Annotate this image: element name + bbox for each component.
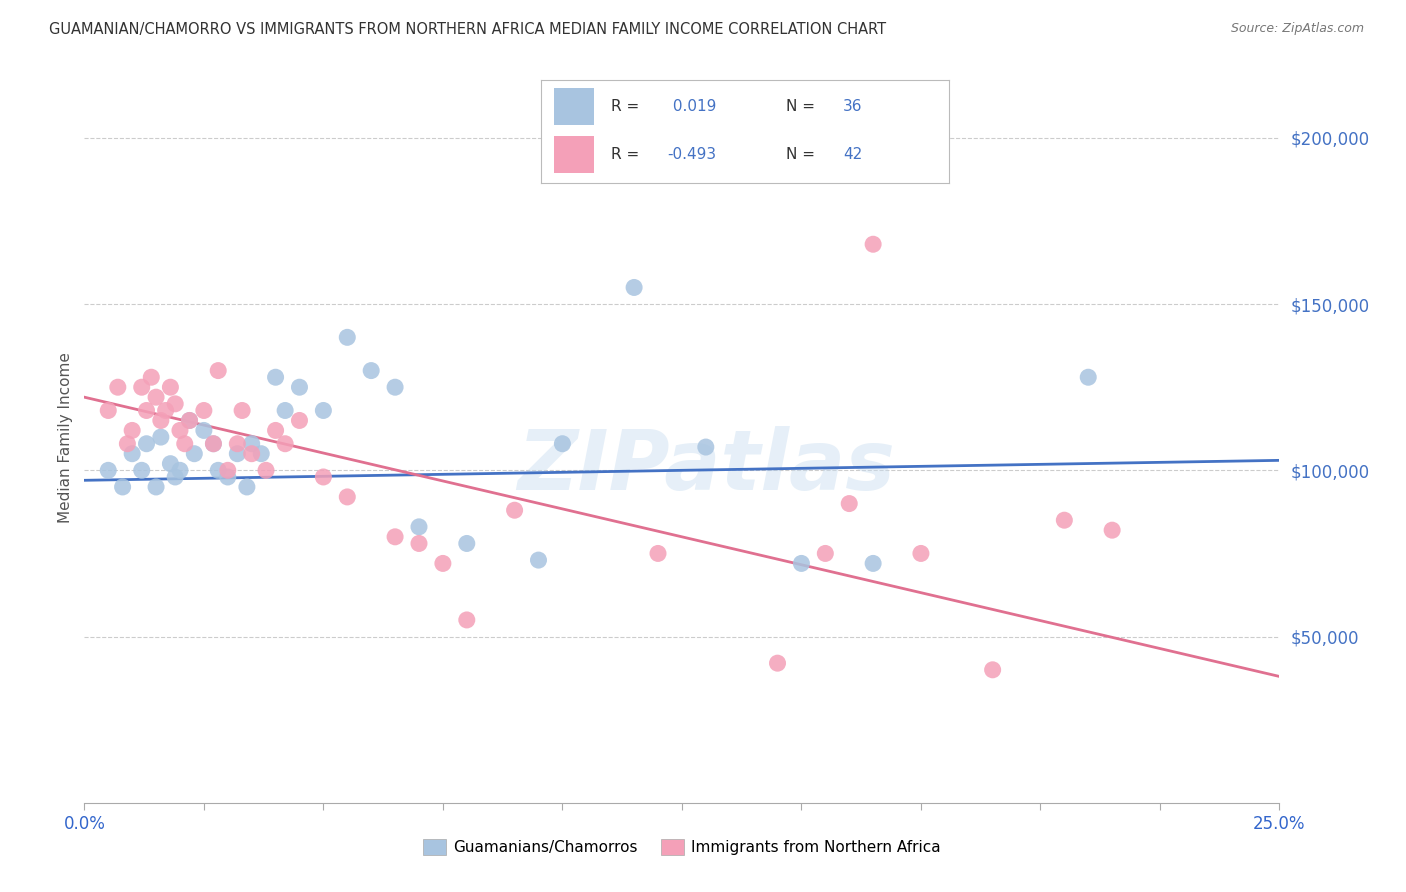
Point (288, 413, 311, 427)
Text: ZIPatlas: ZIPatlas (517, 425, 894, 507)
Point (135, 403, 157, 417)
Text: N =: N = (786, 99, 815, 114)
Point (155, 403, 177, 417)
Point (149, 413, 172, 427)
Point (336, 330, 359, 344)
Point (862, 237, 884, 252)
Text: 36: 36 (844, 99, 862, 114)
Point (790, 557, 813, 571)
Legend: Guamanians/Chamorros, Immigrants from Northern Africa: Guamanians/Chamorros, Immigrants from No… (416, 833, 948, 861)
Bar (554, 136, 595, 173)
Point (838, 497, 860, 511)
Text: Source: ZipAtlas.com: Source: ZipAtlas.com (1230, 22, 1364, 36)
Point (236, 480, 259, 494)
Point (149, 430, 172, 444)
Point (179, 413, 201, 427)
Point (159, 380, 181, 394)
Point (169, 424, 191, 438)
Point (551, 436, 574, 450)
Point (131, 463, 153, 477)
Text: -0.493: -0.493 (668, 146, 717, 161)
Point (165, 470, 187, 484)
Point (111, 480, 134, 494)
Point (264, 424, 287, 438)
Point (254, 463, 277, 477)
Point (97, 403, 120, 417)
Point (193, 424, 215, 438)
Y-axis label: Median Family Income: Median Family Income (58, 351, 73, 523)
Point (135, 436, 157, 450)
Point (814, 546, 837, 560)
Point (288, 380, 311, 394)
Point (193, 403, 215, 417)
Text: R =: R = (610, 99, 638, 114)
Point (117, 436, 139, 450)
Bar (554, 88, 595, 126)
Point (384, 530, 406, 544)
Point (165, 397, 187, 411)
Point (527, 553, 550, 567)
Point (695, 440, 717, 454)
Point (1053, 513, 1076, 527)
Point (312, 403, 335, 417)
Point (217, 470, 239, 484)
Point (173, 436, 195, 450)
Point (107, 380, 129, 394)
Point (121, 424, 143, 438)
Point (240, 447, 263, 461)
Text: N =: N = (786, 146, 815, 161)
Point (145, 390, 167, 404)
Point (408, 520, 430, 534)
Point (981, 663, 1004, 677)
Point (207, 363, 229, 377)
Point (1077, 370, 1099, 384)
Point (217, 463, 239, 477)
Point (226, 447, 249, 461)
Point (231, 403, 253, 417)
Point (274, 436, 297, 450)
Point (862, 557, 884, 571)
Point (121, 447, 143, 461)
Point (169, 463, 191, 477)
Point (360, 363, 382, 377)
Point (647, 546, 669, 560)
Point (159, 457, 181, 471)
Point (240, 436, 263, 450)
Point (456, 536, 478, 550)
Point (312, 470, 335, 484)
Text: 0.019: 0.019 (668, 99, 716, 114)
Point (250, 447, 273, 461)
Point (503, 503, 526, 517)
Point (226, 436, 249, 450)
Point (145, 480, 167, 494)
Point (264, 370, 287, 384)
Point (131, 380, 153, 394)
Point (179, 413, 201, 427)
Point (1101, 523, 1123, 537)
Point (274, 403, 297, 417)
Text: 42: 42 (844, 146, 862, 161)
Point (202, 436, 225, 450)
Point (207, 463, 229, 477)
Point (141, 370, 163, 384)
Point (183, 447, 205, 461)
Text: R =: R = (610, 146, 638, 161)
Point (336, 490, 359, 504)
Text: GUAMANIAN/CHAMORRO VS IMMIGRANTS FROM NORTHERN AFRICA MEDIAN FAMILY INCOME CORRE: GUAMANIAN/CHAMORRO VS IMMIGRANTS FROM NO… (49, 22, 886, 37)
Point (408, 536, 430, 550)
Point (384, 380, 406, 394)
Point (202, 436, 225, 450)
Point (456, 613, 478, 627)
Point (766, 656, 789, 670)
Point (432, 557, 454, 571)
Point (97, 463, 120, 477)
Point (623, 280, 645, 294)
Point (910, 546, 932, 560)
